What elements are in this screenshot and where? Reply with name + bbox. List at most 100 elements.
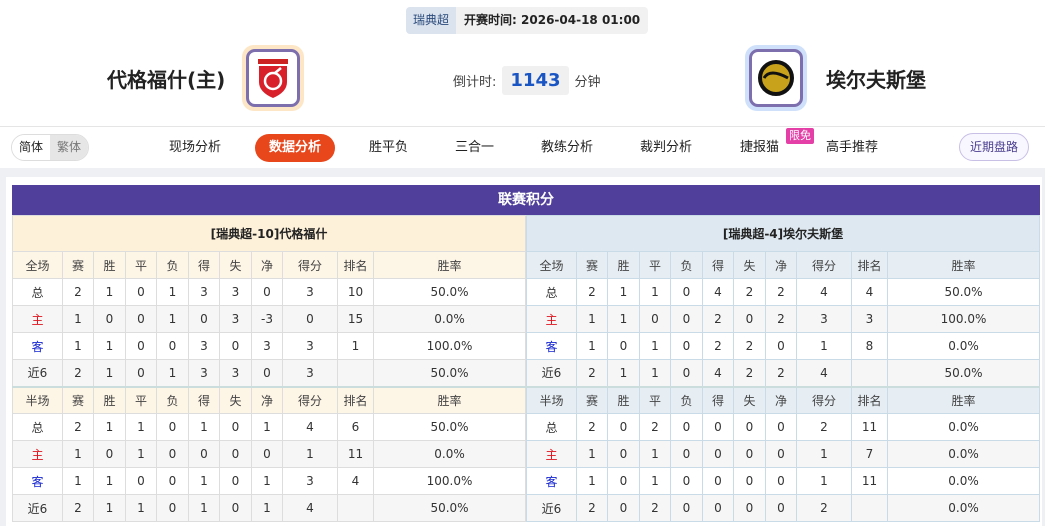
cell: 1 — [282, 440, 338, 468]
cell: 4 — [796, 278, 852, 306]
table-row: 客 1 1 0 0 1 0 1 3 4 100.0% — [12, 467, 526, 495]
cell: 0 — [733, 413, 766, 441]
cell: 0 — [251, 278, 283, 306]
column-header: 胜 — [607, 385, 640, 414]
cell: 0 — [251, 440, 283, 468]
away-team-name[interactable]: 埃尔夫斯堡 — [826, 68, 926, 92]
cell: 1 — [125, 440, 157, 468]
column-header: 得分 — [282, 385, 338, 414]
cell: 1 — [607, 278, 640, 306]
cell: 2 — [733, 332, 766, 360]
tab-coach-analysis[interactable]: 教练分析 — [541, 140, 594, 155]
row-label: 主 — [12, 440, 63, 468]
cell: 3 — [282, 467, 338, 495]
cell: 1 — [576, 440, 608, 468]
cell: 0 — [93, 440, 126, 468]
cell: 0 — [93, 305, 126, 333]
cell: 0 — [670, 359, 703, 387]
cell: 3 — [282, 278, 338, 306]
cell: 1 — [796, 332, 852, 360]
cell: 50.0% — [373, 494, 526, 522]
recent-trend-button[interactable]: 近期盘路 — [959, 133, 1030, 161]
cell: 50.0% — [373, 413, 526, 441]
cell: 1 — [93, 413, 126, 441]
tab-expert-picks[interactable]: 高手推荐 — [826, 140, 879, 155]
row-label: 总 — [12, 413, 63, 441]
cell: 4 — [282, 494, 338, 522]
column-header: 负 — [156, 251, 189, 279]
tab-referee-analysis[interactable]: 裁判分析 — [640, 140, 693, 155]
cell: 2 — [796, 413, 852, 441]
cell: 1 — [93, 278, 126, 306]
cell: 0 — [765, 467, 797, 495]
table-row: 总 2 1 1 0 1 0 1 4 6 50.0% — [12, 413, 526, 441]
cell: 4 — [702, 278, 734, 306]
table-row: 近6 2 1 0 1 3 3 0 3 50.0% — [12, 359, 526, 387]
cell: 1 — [125, 494, 157, 522]
cell: 0 — [219, 494, 252, 522]
cell: 2 — [576, 494, 608, 522]
table-row: 主 1 1 0 0 2 0 2 3 3 100.0% — [526, 305, 1040, 333]
cell: 0 — [156, 413, 189, 441]
cell: 0 — [733, 440, 766, 468]
tab-data-analysis[interactable]: 数据分析 — [255, 134, 336, 162]
cell: 2 — [796, 494, 852, 522]
row-label: 近6 — [12, 494, 63, 522]
row-label: 总 — [526, 413, 577, 441]
cell: 50.0% — [887, 278, 1040, 306]
cell: 0 — [733, 305, 766, 333]
column-header: 胜 — [93, 251, 126, 279]
column-header: 赛 — [576, 385, 608, 414]
cell: 0.0% — [887, 467, 1040, 495]
table-row: 总 2 1 0 1 3 3 0 3 10 50.0% — [12, 278, 526, 306]
table-row: 主 1 0 1 0 0 0 0 1 11 0.0% — [12, 440, 526, 468]
row-label: 主 — [526, 305, 577, 333]
cell: 100.0% — [373, 467, 526, 495]
tab-jiebaomao[interactable]: 捷报猫 — [740, 140, 780, 155]
home-standings-table: [瑞典超-10]代格福什 全场赛胜平负得失净得分 排名 胜率总 2 1 0 1 3 3 0 3 10 50… — [12, 215, 526, 522]
cell: 3 — [219, 278, 252, 306]
column-header: 得 — [702, 385, 734, 414]
cell: 0 — [219, 467, 252, 495]
cell: 1 — [639, 467, 671, 495]
cell: 0 — [670, 494, 703, 522]
home-team-name[interactable]: 代格福什(主) — [107, 68, 226, 92]
league-label[interactable]: 瑞典超 — [406, 7, 457, 34]
lang-traditional[interactable]: 繁体 — [50, 135, 89, 160]
cell: 0 — [702, 440, 734, 468]
lang-simplified[interactable]: 简体 — [12, 135, 51, 160]
column-header: 胜率 — [373, 251, 526, 279]
column-header: 胜率 — [887, 385, 1040, 414]
tab-live-analysis[interactable]: 现场分析 — [169, 140, 222, 155]
cell: 6 — [337, 413, 374, 441]
header-row: 半场赛胜平负得失净得分 排名 胜率 — [526, 385, 1040, 414]
cell: 100.0% — [887, 305, 1040, 333]
away-standings-table: [瑞典超-4]埃尔夫斯堡 全场赛胜平负得失净得分 排名 胜率总 2 1 1 0 4 2 2 4 4 50.… — [526, 215, 1040, 522]
standings-title: 联赛积分 — [12, 185, 1040, 215]
cell: 1 — [639, 359, 671, 387]
home-team-logo[interactable] — [242, 45, 304, 111]
column-header: 失 — [219, 251, 252, 279]
cell: 1 — [188, 494, 220, 522]
cell: 0 — [188, 440, 220, 468]
column-header: 净 — [765, 251, 797, 279]
cell: 3 — [188, 332, 220, 360]
cell: 1 — [639, 278, 671, 306]
cell: 0 — [607, 494, 640, 522]
away-team-logo[interactable] — [745, 45, 807, 111]
match-info: 瑞典超 开赛时间: 2026-04-18 01:00 — [406, 7, 649, 34]
header-row: 全场赛胜平负得失净得分 排名 胜率 — [526, 251, 1040, 279]
cell: 0 — [670, 278, 703, 306]
cell: 0 — [670, 332, 703, 360]
cell: 4 — [702, 359, 734, 387]
table-row: 客 1 0 1 0 0 0 0 1 11 0.0% — [526, 467, 1040, 495]
cell: 2 — [62, 413, 94, 441]
column-header: 全场 — [12, 251, 63, 279]
tab-three-in-one[interactable]: 三合一 — [455, 140, 495, 155]
tab-win-draw-lose[interactable]: 胜平负 — [369, 140, 409, 155]
cell: 0 — [765, 332, 797, 360]
column-header: 赛 — [62, 251, 94, 279]
cell: 50.0% — [373, 278, 526, 306]
column-header: 失 — [733, 251, 766, 279]
cell: 0 — [702, 467, 734, 495]
